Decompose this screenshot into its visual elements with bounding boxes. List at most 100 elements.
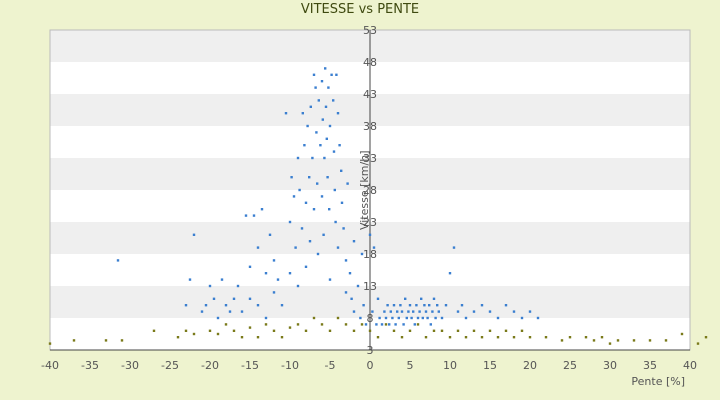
data-point — [528, 336, 532, 339]
data-point — [292, 195, 296, 198]
data-point — [348, 272, 352, 275]
data-point — [184, 329, 188, 332]
data-point — [359, 316, 362, 320]
data-point — [415, 304, 418, 307]
data-point — [288, 272, 292, 275]
data-point — [303, 144, 306, 147]
data-point — [312, 73, 316, 76]
data-point — [384, 316, 388, 320]
data-point — [256, 336, 260, 339]
data-point — [376, 336, 380, 339]
data-point — [416, 316, 420, 320]
data-point — [544, 336, 548, 339]
data-point — [284, 112, 288, 115]
y-axis-label: Vitesse [km/h] — [358, 151, 371, 231]
data-point — [360, 252, 364, 256]
y-tick-label: 33 — [363, 152, 377, 165]
data-point — [344, 291, 348, 294]
data-point — [236, 284, 240, 288]
data-point — [256, 246, 260, 249]
data-point — [326, 176, 329, 179]
data-point — [300, 227, 304, 230]
data-point — [389, 310, 392, 313]
x-tick-label: -40 — [41, 359, 59, 372]
data-point — [192, 332, 196, 336]
data-point — [290, 176, 293, 179]
data-point — [437, 310, 440, 313]
data-point — [334, 220, 337, 224]
data-point — [384, 323, 388, 326]
data-point — [252, 214, 256, 217]
data-point — [316, 252, 320, 256]
data-point — [352, 329, 356, 332]
x-tick-label: -30 — [121, 359, 139, 372]
data-point — [648, 339, 652, 342]
y-tick-label: 8 — [367, 312, 374, 325]
data-point — [536, 316, 540, 320]
data-point — [464, 336, 468, 339]
data-point — [320, 80, 324, 83]
data-point — [248, 326, 252, 329]
data-point — [584, 336, 588, 339]
data-point — [280, 304, 284, 307]
data-point — [388, 323, 391, 326]
data-point — [311, 156, 314, 160]
data-point — [296, 284, 300, 288]
data-point — [280, 336, 284, 339]
data-point — [364, 323, 368, 326]
data-point — [350, 297, 353, 300]
data-point — [399, 304, 402, 307]
data-point — [452, 246, 456, 249]
data-point — [488, 329, 492, 332]
data-point — [456, 329, 460, 332]
data-point — [400, 336, 404, 339]
x-tick-label: -20 — [201, 359, 219, 372]
x-tick-label: 40 — [683, 359, 697, 372]
data-point — [328, 278, 332, 281]
data-point — [424, 310, 428, 313]
x-tick-label: -5 — [325, 359, 336, 372]
data-point — [368, 233, 372, 236]
x-tick-label: 30 — [603, 359, 617, 372]
data-point — [256, 304, 260, 307]
data-point — [400, 310, 404, 313]
data-point — [344, 323, 348, 326]
data-point — [321, 118, 324, 121]
data-point — [301, 112, 304, 115]
data-point — [680, 332, 684, 336]
data-point — [429, 323, 432, 326]
data-points — [48, 67, 708, 345]
data-point — [268, 233, 272, 236]
data-point — [696, 342, 700, 345]
data-point — [616, 339, 620, 342]
x-tick-label: -35 — [81, 359, 99, 372]
data-point — [319, 144, 322, 147]
data-point — [397, 316, 400, 320]
data-point — [336, 112, 340, 115]
data-point — [320, 195, 324, 198]
data-point — [346, 182, 349, 185]
data-point — [440, 316, 444, 320]
data-point — [336, 316, 340, 320]
data-point — [428, 304, 431, 307]
data-point — [288, 326, 292, 329]
x-tick-label: 35 — [643, 359, 657, 372]
data-point — [152, 329, 156, 332]
data-point — [464, 316, 468, 320]
x-tick-label: 10 — [443, 359, 457, 372]
data-point — [472, 310, 476, 313]
data-point — [204, 304, 208, 307]
x-tick-label: 20 — [523, 359, 537, 372]
data-point — [323, 156, 326, 160]
data-point — [184, 304, 188, 307]
x-tick-label: 0 — [367, 359, 374, 372]
data-point — [232, 297, 236, 300]
data-point — [192, 233, 196, 236]
data-point — [264, 272, 268, 275]
data-point — [176, 336, 180, 339]
data-point — [391, 316, 394, 320]
y-tick-label: 18 — [363, 248, 377, 261]
data-point — [308, 240, 312, 243]
data-point — [322, 233, 325, 236]
